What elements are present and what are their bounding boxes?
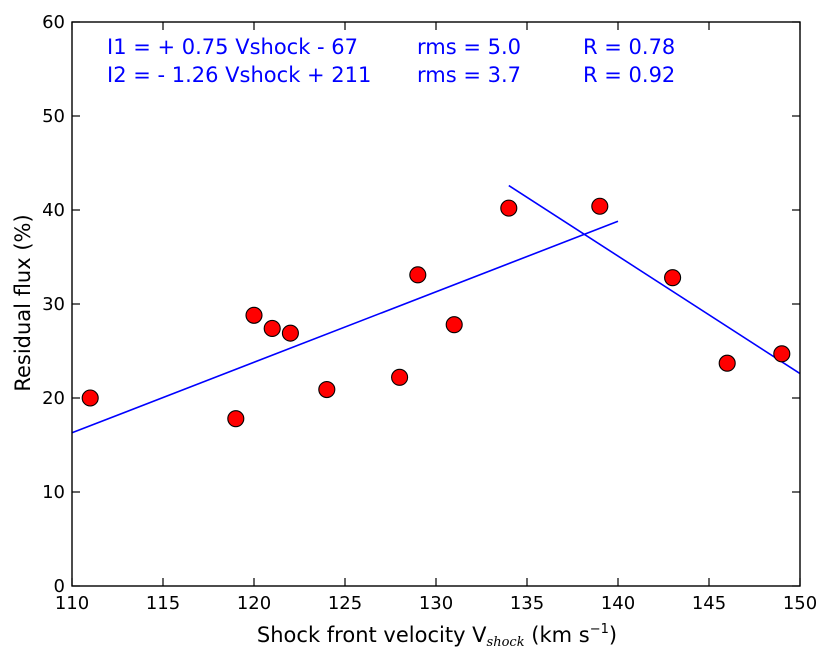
x-axis-label: Shock front velocity Vshock (km s−1) (257, 622, 617, 650)
x-axis-label-main: Shock front velocity V (257, 623, 487, 647)
data-point-12 (664, 269, 682, 287)
x-tick-label: 130 (419, 593, 453, 614)
data-point-13 (718, 354, 736, 372)
tick-labels: 110 115 120 125 130 135 140 145 150 0 10 20 30 40 50 60 (42, 12, 817, 614)
y-tick-label: 0 (54, 576, 65, 597)
y-tick-label: 30 (42, 294, 65, 315)
annotation-rms-1: rms = 5.0 (417, 35, 521, 59)
y-axis-label: Residual flux (%) (11, 214, 35, 391)
data-point-7 (391, 368, 409, 386)
x-tick-label: 145 (692, 593, 726, 614)
data-point-4 (263, 319, 281, 337)
data-point-14 (773, 345, 791, 363)
x-axis-label-subscript: shock (487, 635, 525, 650)
data-point-6 (318, 380, 336, 399)
annotation-r-1: R = 0.78 (583, 35, 675, 59)
x-tick-label: 140 (601, 593, 635, 614)
data-point-9 (445, 316, 463, 334)
data-point-5 (281, 324, 299, 342)
fit-lines (71, 184, 801, 434)
x-axis-label-unit-close: ) (609, 623, 617, 647)
fit-line-1 (71, 220, 619, 434)
annotation-rms-2: rms = 3.7 (417, 63, 521, 87)
x-axis-label-unit-sup: −1 (590, 622, 609, 637)
x-tick-label: 125 (328, 593, 362, 614)
x-tick-label: 150 (783, 593, 817, 614)
data-point-11 (591, 197, 609, 215)
x-tick-label: 110 (55, 593, 89, 614)
y-tick-label: 60 (42, 12, 65, 33)
data-point-10 (500, 199, 518, 217)
y-tick-label: 10 (42, 482, 65, 503)
annotation-equation-2: I2 = - 1.26 Vshock + 211 (107, 63, 371, 87)
fit-line-2 (508, 184, 801, 375)
data-point-3 (245, 306, 263, 324)
data-points (81, 197, 791, 428)
axis-ticks (71, 21, 801, 587)
data-point-2 (227, 410, 245, 428)
data-point-8 (409, 266, 427, 284)
y-tick-label: 40 (42, 200, 65, 221)
annotation-r-2: R = 0.92 (583, 63, 675, 87)
annotation-equation-1: I1 = + 0.75 Vshock - 67 (107, 35, 358, 59)
x-tick-label: 115 (146, 593, 180, 614)
data-point-1 (81, 389, 99, 407)
annotations: I1 = + 0.75 Vshock - 67 rms = 5.0 R = 0.78… (107, 35, 675, 87)
x-tick-label: 120 (237, 593, 271, 614)
y-tick-label: 50 (42, 106, 65, 127)
x-axis-label-unit-open: (km s (525, 623, 590, 647)
x-tick-label: 135 (510, 593, 544, 614)
y-tick-label: 20 (42, 388, 65, 409)
